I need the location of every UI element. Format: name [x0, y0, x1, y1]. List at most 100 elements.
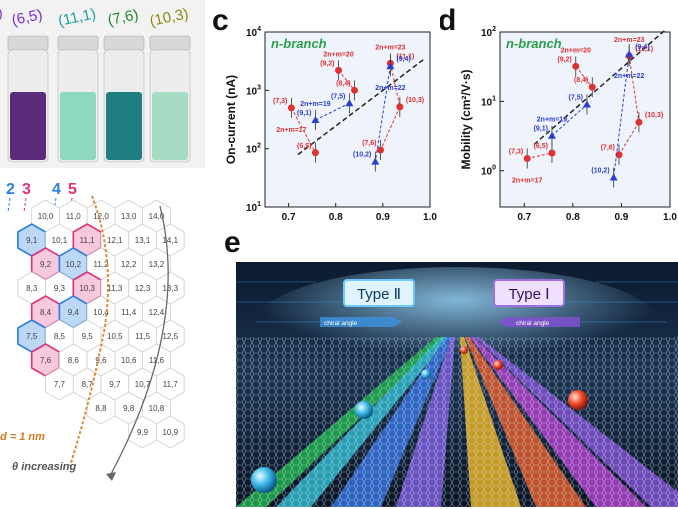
hex-cell-label: 10,1 [52, 236, 68, 245]
hex-cell-label: 8,8 [95, 404, 107, 413]
point-label: (7,3) [273, 98, 287, 105]
y-tick-label: 101 [246, 201, 261, 214]
electron-ball-3 [421, 369, 431, 379]
family-number: 5 [68, 181, 77, 198]
electron-ball-2 [355, 401, 373, 419]
hex-cell-label: 9,7 [109, 380, 121, 389]
series-link [618, 121, 640, 156]
hex-cell-label: 12,3 [135, 284, 151, 293]
hex-cell-label: 10,0 [38, 212, 54, 221]
data-point [523, 155, 531, 163]
hex-cell-label: 12,0 [93, 212, 109, 221]
point-label: (10,2) [353, 152, 371, 159]
family-guide [23, 197, 27, 213]
chart-c-on-current: c 0.70.80.91.0101102103104Diameter (nm)O… [212, 4, 437, 223]
vial-cap [7, 35, 49, 51]
type1-label: Type Ⅰ [508, 286, 549, 303]
data-point [625, 50, 634, 58]
branch-label: n-branch [271, 36, 327, 51]
point-label: (11,1) [635, 46, 653, 53]
chiral-label-right: chiral angle [516, 320, 550, 327]
data-point [572, 62, 580, 70]
point-label: (9,2) [557, 56, 571, 63]
theta-label: θ increasing [12, 461, 76, 473]
hex-cell-label: 11,7 [163, 380, 179, 389]
hex-cell-label: 12,2 [121, 260, 137, 269]
nanotubes [236, 337, 678, 507]
hex-cell-label: 12,5 [162, 332, 178, 341]
nanotube-illustration: Type Ⅱ Type Ⅰ chiral angle chiral angle [236, 262, 678, 507]
hex-cell-label: 10,4 [93, 308, 109, 317]
vial-liquid [10, 92, 46, 160]
hex-cell-label: 9,2 [40, 260, 52, 269]
y-tick-label: 101 [481, 95, 496, 108]
hex-cell-label: 9,9 [137, 428, 149, 437]
hex-cell-label: 12,1 [107, 236, 123, 245]
hex-cell-label: 14,1 [162, 236, 178, 245]
plot-frame [264, 31, 431, 208]
point-label: (9,1) [297, 110, 311, 117]
type2-box [343, 279, 415, 307]
point-label: (7,6) [362, 140, 376, 147]
hex-cell-label: 11,2 [94, 260, 110, 269]
diameter-circle-arc [69, 195, 109, 467]
x-tick-label: 0.8 [566, 212, 580, 223]
point-label: (10,3) [406, 97, 424, 104]
hex-cell-label: 9,8 [123, 404, 135, 413]
hex-cell-label: 8,5 [54, 332, 66, 341]
branch-label: n-branch [506, 36, 562, 51]
hex-cell-label: 10,6 [121, 356, 137, 365]
series-annotation: 2n+m=22 [614, 73, 644, 80]
hex-cell-label: 10,3 [79, 284, 95, 293]
vial-cap [149, 35, 191, 51]
hex-cell-label: 11,3 [107, 284, 123, 293]
hex-cell-label: 8,7 [82, 380, 94, 389]
series-link [315, 102, 350, 121]
panel-letter-d: d [440, 4, 456, 37]
point-label: (8,4) [574, 77, 588, 84]
series-link [575, 66, 593, 88]
diameter-label: d = 1 nm [0, 431, 45, 443]
tube-hex-lattice [236, 337, 678, 507]
electron-ball-1 [251, 467, 277, 493]
panel-letter-e: e [224, 226, 241, 259]
hex-cell-label: 9,4 [68, 308, 80, 317]
vial-liquid [106, 92, 142, 160]
y-tick-label: 100 [481, 165, 496, 178]
data-point [335, 66, 343, 74]
hex-cell-label: 14,0 [149, 212, 165, 221]
hex-cell-label: 11,5 [135, 332, 151, 341]
point-label: (9,4) [635, 44, 649, 51]
panel-letter-c: c [212, 4, 229, 37]
family-number: 2 [6, 181, 15, 198]
hex-cell-label: 7,6 [40, 356, 52, 365]
data-point [311, 116, 320, 124]
family-guide [7, 197, 11, 213]
hex-cell-label: 8,4 [40, 308, 52, 317]
data-point [547, 131, 556, 139]
x-tick-label: 0.7 [517, 212, 531, 223]
data-point [588, 83, 596, 91]
point-label: (10,2) [591, 167, 609, 174]
chart-d-mobility: d 0.70.80.91.0100101102Diameter (nm)Mobi… [440, 4, 677, 223]
chiral-label-left: chiral angle [324, 320, 358, 327]
y-axis-label: On-current (nA) [224, 75, 238, 164]
vial-cap [103, 35, 145, 51]
y-tick-label: 102 [481, 26, 496, 39]
point-label: (9,4) [396, 56, 410, 63]
data-point [609, 173, 618, 181]
point-label: (11,1) [396, 53, 414, 60]
hole-ball-2 [493, 360, 503, 370]
y-axis-label: Mobility (cm²/V·s) [459, 69, 473, 169]
data-point [311, 149, 319, 157]
y-tick-label: 102 [246, 143, 261, 156]
point-label: (7,6) [601, 145, 615, 152]
hex-cell-label: 10,5 [107, 332, 123, 341]
series-annotation: 2n+m=20 [561, 47, 591, 54]
point-label: (6,5) [297, 143, 311, 150]
point-label: (7,5) [569, 95, 583, 102]
hex-cell-label: 13,0 [121, 212, 137, 221]
series-link [628, 55, 640, 123]
vial-partial-label: ) [0, 5, 3, 21]
hex-cell-label: 11,1 [80, 236, 96, 245]
